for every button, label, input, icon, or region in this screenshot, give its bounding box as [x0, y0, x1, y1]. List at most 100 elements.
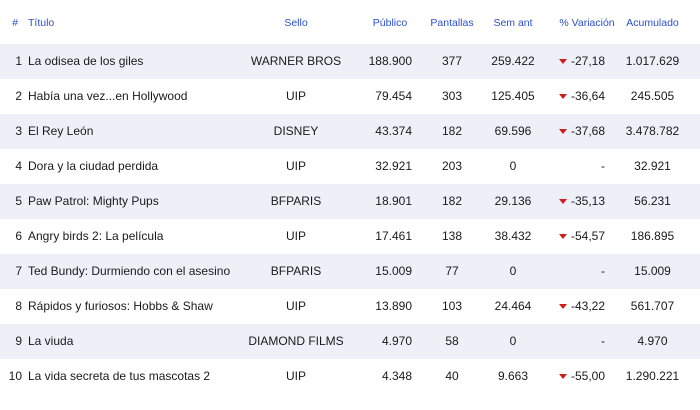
screens-text: 203 [441, 159, 463, 173]
table-row[interactable]: 9 La viuda DIAMOND FILMS 4.970 58 0 - 4.970 [0, 324, 700, 359]
previous-week-cell: 29.136 [482, 194, 544, 208]
movie-title-text: Paw Patrol: Mighty Pups [28, 194, 159, 208]
screens-cell: 377 [422, 54, 482, 68]
row-num-cell: 9 [0, 334, 22, 348]
movie-title-text: La odisea de los giles [28, 54, 144, 68]
table-row[interactable]: 8 Rápidos y furiosos: Hobbs & Shaw UIP 13.8… [0, 289, 700, 324]
movie-title-cell: Angry birds 2: La película [28, 229, 163, 243]
down-arrow-icon [558, 94, 567, 99]
variation-cell: -36,64 [555, 89, 605, 103]
previous-week-cell: 9.663 [482, 369, 544, 383]
row-num-cell: 4 [0, 159, 22, 173]
audience-cell: 32.921 [362, 159, 412, 173]
movie-title-text: Angry birds 2: La película [28, 229, 164, 243]
row-num-cell: 3 [0, 124, 22, 138]
table-row[interactable]: 5 Paw Patrol: Mighty Pups BFPARIS 18.901 182… [0, 184, 700, 219]
screens-text: 182 [441, 124, 463, 138]
row-num-cell: 10 [0, 369, 22, 383]
screens-cell: 103 [422, 299, 482, 313]
variation-text: -36,64 [570, 89, 605, 103]
header-sello[interactable]: Sello [284, 17, 308, 29]
screens-cell: 58 [422, 334, 482, 348]
row-num-text: 3 [15, 124, 22, 138]
distributor-cell: UIP [236, 299, 356, 313]
row-num-text: 1 [15, 54, 22, 68]
audience-cell: 18.901 [362, 194, 412, 208]
distributor-text: BFPARIS [270, 264, 322, 278]
screens-text: 40 [445, 369, 459, 383]
previous-week-text: 0 [509, 159, 517, 173]
screens-text: 182 [441, 194, 463, 208]
table-row[interactable]: 7 Ted Bundy: Durmiendo con el asesino BFPA… [0, 254, 700, 289]
screens-cell: 182 [422, 194, 482, 208]
audience-text: 13.890 [375, 299, 412, 313]
audience-cell: 17.461 [362, 229, 412, 243]
distributor-text: UIP [285, 299, 306, 313]
variation-cell: -43,22 [555, 299, 605, 313]
screens-cell: 40 [422, 369, 482, 383]
down-arrow-icon [558, 304, 567, 309]
distributor-cell: DIAMOND FILMS [236, 334, 356, 348]
header-num[interactable]: # [12, 17, 18, 29]
distributor-cell: BFPARIS [236, 264, 356, 278]
movie-title-text: La vida secreta de tus mascotas 2 [28, 369, 211, 383]
variation-cell: - [555, 264, 605, 278]
header-title[interactable]: Título [28, 17, 55, 29]
distributor-text: BFPARIS [270, 194, 322, 208]
variation-text: - [601, 264, 605, 278]
previous-week-cell: 24.464 [482, 299, 544, 313]
audience-text: 18.901 [375, 194, 412, 208]
distributor-cell: UIP [236, 159, 356, 173]
header-variacion[interactable]: % Variación [559, 17, 615, 29]
variation-text: - [601, 159, 605, 173]
table-row[interactable]: 10 La vida secreta de tus mascotas 2 UIP 4.… [0, 359, 700, 394]
row-num-text: 8 [15, 299, 22, 313]
previous-week-cell: 0 [482, 264, 544, 278]
row-num-text: 2 [15, 89, 22, 103]
table-row[interactable]: 2 Había una vez...en Hollywood UIP 79.454 30… [0, 79, 700, 114]
movie-title-cell: Dora y la ciudad perdida [28, 159, 158, 173]
previous-week-cell: 259.422 [482, 54, 544, 68]
previous-week-text: 9.663 [497, 369, 529, 383]
row-num-text: 5 [15, 194, 22, 208]
cumulative-text: 561.707 [630, 299, 675, 313]
movie-title-cell: Rápidos y furiosos: Hobbs & Shaw [28, 299, 213, 313]
row-num-text: 10 [8, 369, 22, 383]
header-acumulado[interactable]: Acumulado [626, 17, 679, 29]
audience-cell: 15.009 [362, 264, 412, 278]
cumulative-text: 245.505 [630, 89, 675, 103]
table-row[interactable]: 6 Angry birds 2: La película UIP 17.461 138 3… [0, 219, 700, 254]
distributor-cell: WARNER BROS [236, 54, 356, 68]
variation-text: -27,18 [570, 54, 605, 68]
header-pantallas[interactable]: Pantallas [430, 17, 474, 29]
row-num-text: 7 [15, 264, 22, 278]
previous-week-text: 259.422 [491, 54, 535, 68]
header-sem-ant[interactable]: Sem ant [493, 17, 533, 29]
variation-text: -55,00 [570, 369, 605, 383]
previous-week-text: 0 [509, 264, 517, 278]
table-row[interactable]: 4 Dora y la ciudad perdida UIP 32.921 203 0 - 3… [0, 149, 700, 184]
variation-text: -35,13 [570, 194, 605, 208]
previous-week-text: 0 [509, 334, 517, 348]
audience-text: 15.009 [375, 264, 412, 278]
cumulative-cell: 245.505 [615, 89, 690, 103]
screens-text: 58 [445, 334, 459, 348]
previous-week-cell: 38.432 [482, 229, 544, 243]
distributor-text: DISNEY [273, 124, 319, 138]
cumulative-text: 15.009 [634, 264, 671, 278]
movie-title-cell: La viuda [28, 334, 73, 348]
screens-cell: 203 [422, 159, 482, 173]
screens-text: 303 [441, 89, 463, 103]
table-row[interactable]: 3 El Rey León DISNEY 43.374 182 69.596 -37,68 3… [0, 114, 700, 149]
previous-week-text: 125.405 [491, 89, 535, 103]
header-publico[interactable]: Público [372, 17, 408, 29]
cumulative-text: 3.478.782 [625, 124, 680, 138]
distributor-cell: UIP [236, 229, 356, 243]
row-num-text: 6 [15, 229, 22, 243]
distributor-text: DIAMOND FILMS [248, 334, 344, 348]
previous-week-text: 38.432 [494, 229, 532, 243]
cumulative-cell: 1.290.221 [615, 369, 690, 383]
row-num-cell: 8 [0, 299, 22, 313]
movie-title-cell: Había una vez...en Hollywood [28, 89, 187, 103]
table-row[interactable]: 1 La odisea de los giles WARNER BROS 188.90… [0, 44, 700, 79]
